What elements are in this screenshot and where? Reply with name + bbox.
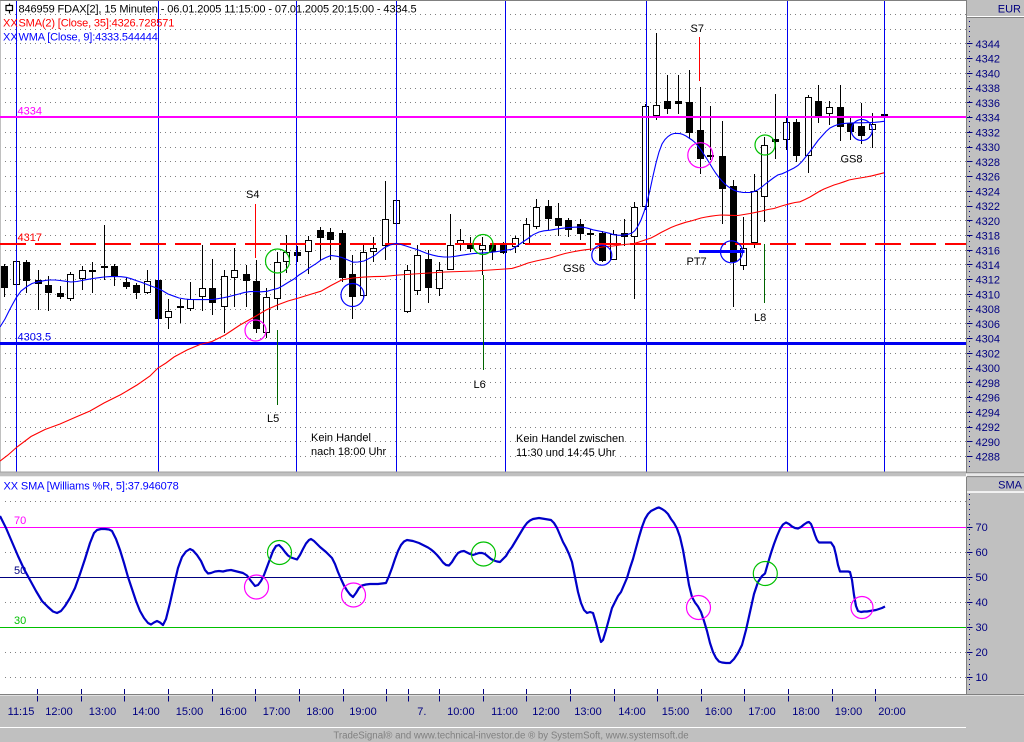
svg-text:WMA [Close, 9]:4333.544444: WMA [Close, 9]:4333.544444 <box>19 32 158 44</box>
svg-text:18:00: 18:00 <box>792 706 820 718</box>
svg-text:L5: L5 <box>267 413 279 425</box>
svg-text:4304: 4304 <box>976 334 1000 346</box>
svg-text:846959 FDAX[2], 15 Minuten -: 846959 FDAX[2], 15 Minuten - 06.01.2005 … <box>19 4 417 16</box>
svg-text:17:00: 17:00 <box>748 706 776 718</box>
svg-text:4317: 4317 <box>18 232 42 244</box>
svg-text:4310: 4310 <box>976 290 1000 302</box>
svg-text:4303.5: 4303.5 <box>18 332 52 344</box>
svg-text:Kein Handel zwischen: Kein Handel zwischen <box>516 433 624 445</box>
svg-text:L6: L6 <box>474 379 486 391</box>
svg-text:4344: 4344 <box>976 39 1000 51</box>
svg-text:4318: 4318 <box>976 231 1000 243</box>
svg-text:4288: 4288 <box>976 452 1000 464</box>
svg-text:4324: 4324 <box>976 186 1000 198</box>
svg-text:4294: 4294 <box>976 407 1000 419</box>
svg-text:17:00: 17:00 <box>263 706 291 718</box>
svg-text:4340: 4340 <box>976 68 1000 80</box>
svg-text:4320: 4320 <box>976 216 1000 228</box>
svg-text:S4: S4 <box>246 189 259 201</box>
svg-text:TradeSignal® and www.technical: TradeSignal® and www.technical-investor.… <box>333 731 688 742</box>
svg-text:19:00: 19:00 <box>349 706 377 718</box>
svg-text:4296: 4296 <box>976 393 1000 405</box>
svg-text:18:00: 18:00 <box>306 706 334 718</box>
svg-text:4326: 4326 <box>976 172 1000 184</box>
svg-text:4306: 4306 <box>976 319 1000 331</box>
svg-text:nach 18:00 Uhr: nach 18:00 Uhr <box>311 446 387 458</box>
svg-text:Kein Handel: Kein Handel <box>311 432 371 444</box>
svg-text:4302: 4302 <box>976 348 1000 360</box>
svg-text:16:00: 16:00 <box>705 706 733 718</box>
svg-text:4298: 4298 <box>976 378 1000 390</box>
svg-text:4290: 4290 <box>976 437 1000 449</box>
svg-text:4300: 4300 <box>976 363 1000 375</box>
svg-text:4334: 4334 <box>18 106 42 118</box>
svg-text:4330: 4330 <box>976 142 1000 154</box>
svg-text:SMA(2) [Close, 35]:4326.728571: SMA(2) [Close, 35]:4326.728571 <box>19 18 175 30</box>
svg-text:XX: XX <box>3 18 18 30</box>
svg-text:50: 50 <box>976 572 988 584</box>
svg-text:4312: 4312 <box>976 275 1000 287</box>
svg-text:4314: 4314 <box>976 260 1000 272</box>
svg-text:14:00: 14:00 <box>132 706 160 718</box>
svg-text:19:00: 19:00 <box>835 706 863 718</box>
svg-text:EUR: EUR <box>998 4 1021 16</box>
svg-text:4332: 4332 <box>976 127 1000 139</box>
svg-text:S7: S7 <box>691 23 704 35</box>
svg-text:40: 40 <box>976 597 988 609</box>
svg-text:60: 60 <box>976 547 988 559</box>
svg-text:16:00: 16:00 <box>219 706 247 718</box>
svg-text:12:00: 12:00 <box>45 706 73 718</box>
svg-text:30: 30 <box>14 615 26 627</box>
svg-text:4328: 4328 <box>976 157 1000 169</box>
svg-text:30: 30 <box>976 622 988 634</box>
svg-text:14:00: 14:00 <box>618 706 646 718</box>
svg-text:4342: 4342 <box>976 54 1000 66</box>
svg-text:20:00: 20:00 <box>878 706 906 718</box>
svg-text:13:00: 13:00 <box>89 706 117 718</box>
svg-text:11:00: 11:00 <box>491 706 518 718</box>
svg-text:XX: XX <box>3 32 18 44</box>
svg-text:10:00: 10:00 <box>447 706 475 718</box>
svg-text:XX SMA [Williams %R, 5]:37.946: XX SMA [Williams %R, 5]:37.946078 <box>4 481 179 493</box>
svg-text:15:00: 15:00 <box>176 706 204 718</box>
svg-text:4336: 4336 <box>976 98 1000 110</box>
svg-text:4334: 4334 <box>976 113 1000 125</box>
svg-text:4308: 4308 <box>976 304 1000 316</box>
svg-text:GS8: GS8 <box>841 154 863 166</box>
svg-text:70: 70 <box>14 515 26 527</box>
svg-text:SMA: SMA <box>998 480 1023 492</box>
svg-text:L8: L8 <box>754 312 766 324</box>
svg-text:70: 70 <box>976 522 988 534</box>
svg-text:15:00: 15:00 <box>662 706 690 718</box>
svg-text:13:00: 13:00 <box>574 706 602 718</box>
svg-text:PT7: PT7 <box>687 256 707 268</box>
svg-text:20: 20 <box>976 647 988 659</box>
svg-text:10: 10 <box>976 672 988 684</box>
svg-text:GS6: GS6 <box>563 263 585 275</box>
svg-text:12:00: 12:00 <box>532 706 560 718</box>
svg-text:11:15: 11:15 <box>8 706 35 718</box>
svg-text:4316: 4316 <box>976 245 1000 257</box>
svg-text:4322: 4322 <box>976 201 1000 213</box>
svg-text:11:30 und 14:45 Uhr: 11:30 und 14:45 Uhr <box>516 447 616 459</box>
svg-text:7.: 7. <box>417 706 426 718</box>
svg-text:4338: 4338 <box>976 83 1000 95</box>
svg-text:4292: 4292 <box>976 422 1000 434</box>
